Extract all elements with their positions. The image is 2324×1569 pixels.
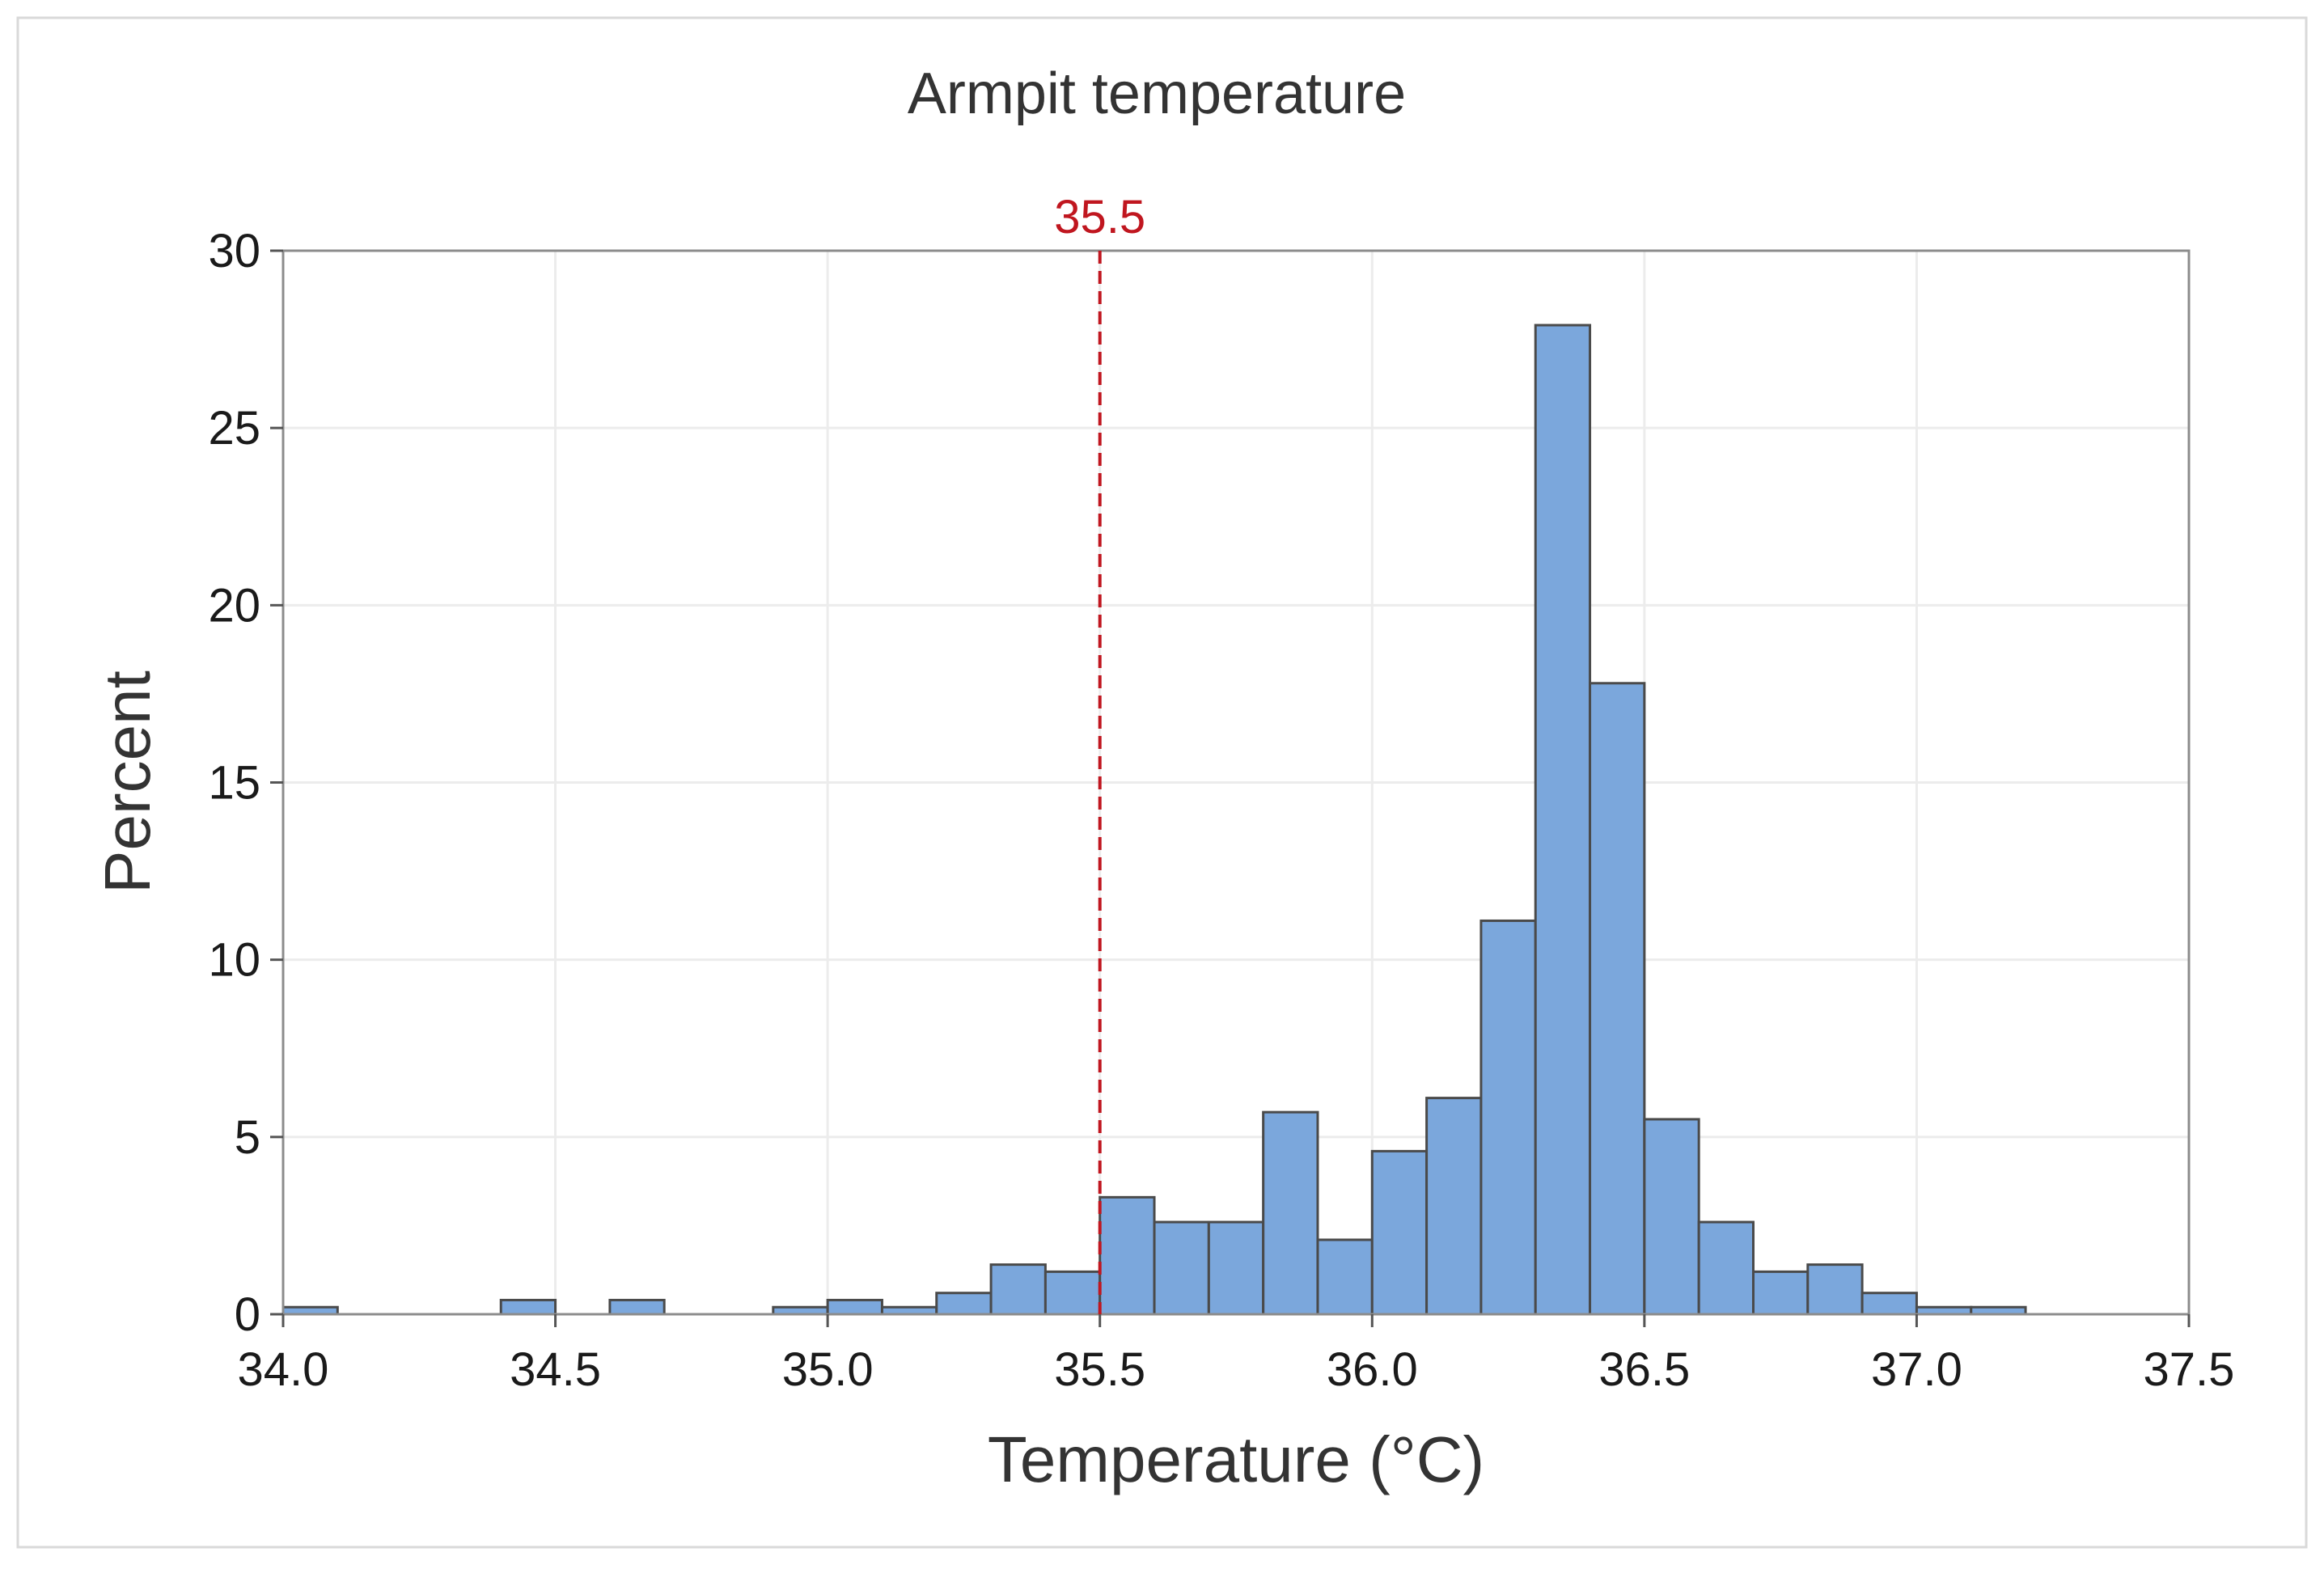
histogram-bar [1589,682,1646,1316]
histogram-bar [1153,1220,1210,1316]
x-tick-label: 35.5 [1054,1343,1145,1396]
histogram-bar [1534,324,1592,1316]
y-axis-label: Percent [91,670,163,894]
y-tick-label: 20 [208,579,260,632]
histogram-bar [1697,1220,1755,1316]
y-tick-label: 5 [235,1111,260,1164]
x-axis-ticks: 34.0 34.5 35.0 35.5 36.0 36.5 37.0 37.5 [238,1314,2235,1396]
histogram-bar [935,1292,993,1316]
histogram-bar [826,1298,883,1316]
histogram-bar [1316,1238,1374,1316]
histogram-bar [1860,1292,1918,1316]
histogram-bar [989,1263,1047,1316]
y-tick-label: 15 [208,757,260,810]
y-tick-label: 30 [208,225,260,277]
histogram-bar [1479,919,1537,1316]
y-axis-ticks: 0 5 10 15 20 25 30 [208,225,283,1341]
x-axis-label: Temperature (°C) [988,1423,1484,1495]
histogram-bar [1099,1195,1156,1316]
x-tick-label: 36.0 [1327,1343,1418,1396]
histogram-bar [1425,1097,1483,1316]
y-tick-label: 0 [235,1288,260,1341]
histogram-bar [1806,1263,1864,1316]
histogram-bar [1370,1149,1429,1316]
chart-title: Armpit temperature [908,61,1406,126]
x-tick-label: 34.0 [238,1343,329,1396]
y-tick-label: 25 [208,402,260,455]
histogram-bar [1751,1270,1810,1316]
reference-line-label: 35.5 [1054,191,1145,243]
histogram-bar [1643,1118,1700,1316]
x-tick-label: 34.5 [510,1343,601,1396]
histogram-bars [282,324,2027,1316]
reference-line-group: 35.5 [1054,191,1145,1314]
histogram-bar [1207,1220,1265,1316]
histogram-bar [1262,1110,1319,1316]
x-tick-label: 37.0 [1871,1343,1962,1396]
y-tick-label: 10 [208,934,260,987]
x-tick-label: 37.5 [2144,1343,2235,1396]
x-tick-label: 36.5 [1598,1343,1690,1396]
histogram-bar [499,1298,557,1316]
histogram-bar [608,1298,666,1316]
histogram-bar [1043,1270,1102,1316]
x-tick-label: 35.0 [782,1343,874,1396]
